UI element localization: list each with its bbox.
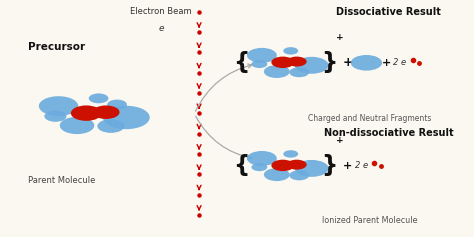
Circle shape	[289, 67, 309, 77]
Circle shape	[351, 55, 382, 71]
Circle shape	[295, 57, 328, 74]
Circle shape	[97, 119, 125, 133]
Text: Charged and Neutral Fragments: Charged and Neutral Fragments	[308, 114, 431, 123]
Text: +: +	[336, 136, 343, 145]
Text: Dissociative Result: Dissociative Result	[336, 7, 441, 17]
Circle shape	[287, 57, 307, 67]
Circle shape	[295, 160, 328, 177]
Text: e: e	[158, 24, 164, 33]
Text: +: +	[382, 58, 391, 68]
Text: 2 e: 2 e	[355, 161, 368, 170]
Text: +: +	[342, 56, 353, 69]
Circle shape	[287, 160, 307, 170]
Text: Electron Beam: Electron Beam	[130, 7, 192, 16]
Circle shape	[251, 60, 267, 68]
Text: +: +	[336, 33, 343, 42]
Circle shape	[271, 57, 294, 68]
Text: Precursor: Precursor	[28, 42, 86, 52]
Text: 2 e: 2 e	[393, 58, 407, 67]
Circle shape	[283, 150, 298, 158]
Text: +: +	[343, 161, 352, 171]
Circle shape	[107, 100, 127, 109]
Circle shape	[247, 48, 277, 63]
Circle shape	[247, 151, 277, 166]
Circle shape	[71, 105, 101, 121]
Text: {: {	[234, 154, 250, 178]
Circle shape	[271, 160, 294, 171]
Text: Ionized Parent Molecule: Ionized Parent Molecule	[322, 216, 418, 225]
Circle shape	[45, 111, 66, 122]
Circle shape	[264, 168, 290, 181]
Text: Non-dissociative Result: Non-dissociative Result	[324, 128, 454, 138]
Circle shape	[264, 65, 290, 78]
Text: Parent Molecule: Parent Molecule	[28, 176, 96, 185]
Circle shape	[89, 93, 109, 103]
Circle shape	[103, 106, 150, 129]
Circle shape	[251, 163, 267, 171]
Circle shape	[92, 105, 119, 119]
Circle shape	[60, 117, 94, 134]
Text: {: {	[234, 51, 250, 74]
Circle shape	[283, 47, 298, 55]
Circle shape	[289, 170, 309, 180]
Text: }: }	[321, 51, 337, 74]
Circle shape	[39, 96, 78, 116]
Text: }: }	[321, 154, 337, 178]
